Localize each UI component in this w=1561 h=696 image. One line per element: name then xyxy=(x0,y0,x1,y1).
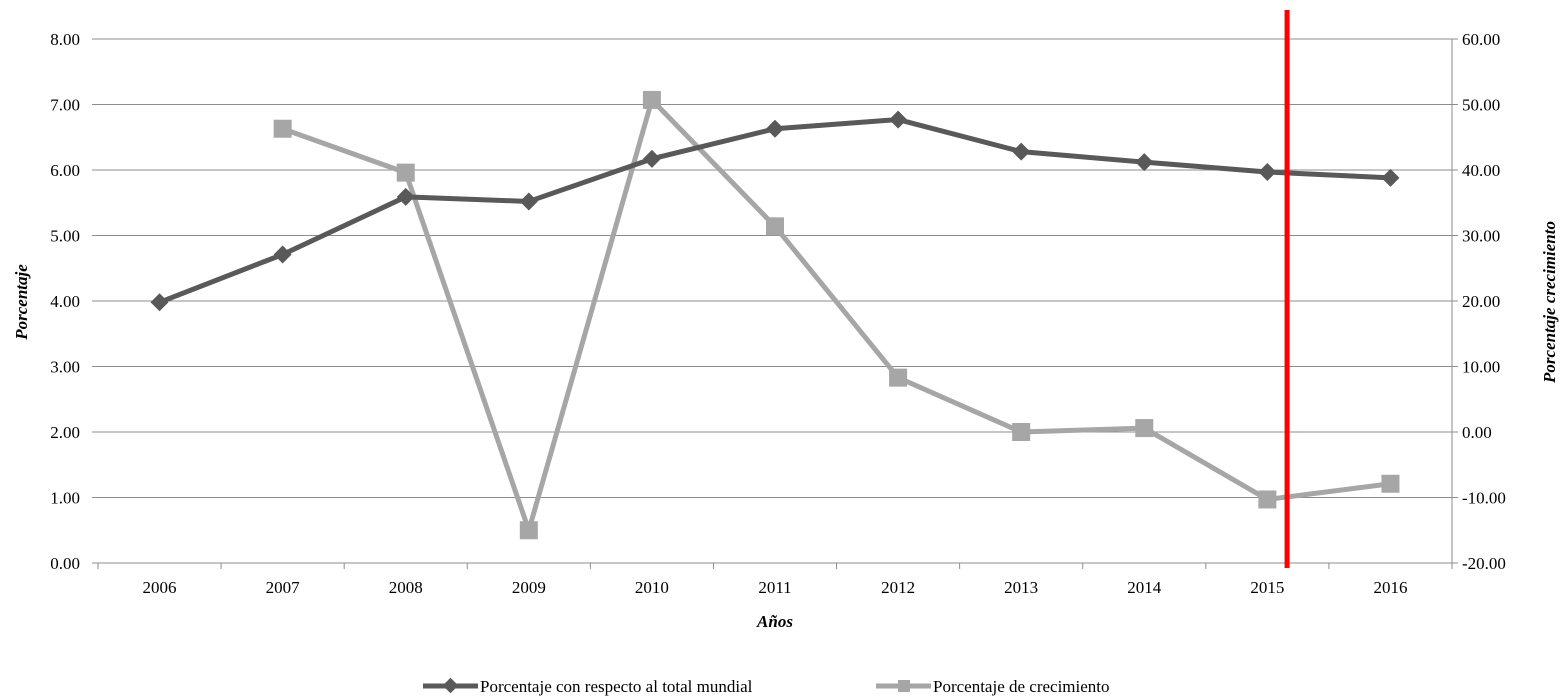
legend-square-icon xyxy=(898,680,910,692)
point-growth xyxy=(1381,474,1400,493)
x-tick-label: 2010 xyxy=(635,578,669,597)
legend: Porcentaje con respecto al total mundial… xyxy=(423,677,1110,696)
x-tick-label: 2006 xyxy=(143,578,177,597)
y-tick-label: 3.00 xyxy=(50,358,80,377)
y-tick-label: 0.00 xyxy=(50,554,80,573)
legend-label-1: Porcentaje con respecto al total mundial xyxy=(480,677,753,696)
x-tick-label: 2007 xyxy=(266,578,301,597)
point-growth xyxy=(519,521,538,540)
y2-tick-label: -10.00 xyxy=(1462,489,1506,508)
x-axis-ticks: 2006 2007 2008 2009 2010 2011 2012 2013 2014 2015… xyxy=(143,578,1408,597)
y2-tick-label: 0.00 xyxy=(1462,423,1492,442)
gridlines xyxy=(92,38,1458,564)
legend-diamond-icon xyxy=(442,677,459,694)
x-tick-label: 2016 xyxy=(1373,578,1407,597)
point-growth xyxy=(396,163,415,182)
point-share xyxy=(642,149,661,168)
x-tick-label: 2009 xyxy=(512,578,546,597)
series-line-share xyxy=(158,117,1391,305)
right-axis-ticks: -20.00 -10.00 0.00 10.00 20.00 30.00 40.00 50.0… xyxy=(1462,30,1506,573)
point-share xyxy=(150,293,169,312)
y2-tick-label: 50.00 xyxy=(1462,96,1500,115)
x-tick-label: 2011 xyxy=(758,578,791,597)
y2-tick-label: 20.00 xyxy=(1462,292,1500,311)
series-group xyxy=(150,90,1400,540)
y2-tick-label: 30.00 xyxy=(1462,227,1500,246)
y-tick-label: 5.00 xyxy=(50,227,80,246)
y-tick-label: 8.00 xyxy=(50,30,80,49)
point-share xyxy=(1135,153,1154,172)
legend-item-1: Porcentaje con respecto al total mundial xyxy=(423,677,753,696)
legend-item-2: Porcentaje de crecimiento xyxy=(876,677,1110,696)
y-tick-label: 1.00 xyxy=(50,489,80,508)
point-share xyxy=(1012,142,1031,161)
point-share xyxy=(766,119,784,138)
point-share xyxy=(889,110,908,129)
y2-tick-label: 40.00 xyxy=(1462,161,1500,180)
left-axis-ticks: 0.00 1.00 2.00 3.00 4.00 5.00 6.00 7.00 8.00 xyxy=(50,30,80,573)
point-growth xyxy=(889,368,908,387)
x-axis-title: Años xyxy=(756,612,793,631)
point-share xyxy=(1381,168,1400,187)
y-tick-label: 6.00 xyxy=(50,161,80,180)
point-share xyxy=(519,192,538,211)
axes xyxy=(97,39,1453,569)
point-growth xyxy=(1135,419,1154,438)
x-tick-label: 2015 xyxy=(1250,578,1284,597)
point-share xyxy=(1258,162,1277,181)
point-growth xyxy=(1012,423,1031,441)
point-growth xyxy=(642,90,661,109)
y-axis-title: Porcentaje xyxy=(12,264,31,341)
y-tick-label: 2.00 xyxy=(50,423,80,442)
x-tick-label: 2014 xyxy=(1127,578,1162,597)
x-tick-label: 2013 xyxy=(1004,578,1038,597)
y2-tick-label: 10.00 xyxy=(1462,358,1500,377)
point-growth xyxy=(1258,490,1277,509)
series-line-growth xyxy=(281,97,1391,533)
point-share xyxy=(396,187,415,206)
y2-tick-label: 60.00 xyxy=(1462,30,1500,49)
x-tick-label: 2008 xyxy=(389,578,423,597)
x-tick-label: 2012 xyxy=(881,578,915,597)
y2-tick-label: -20.00 xyxy=(1462,554,1506,573)
legend-label-2: Porcentaje de crecimiento xyxy=(933,677,1110,696)
y-tick-label: 7.00 xyxy=(50,96,80,115)
y-tick-label: 4.00 xyxy=(50,292,80,311)
point-growth xyxy=(766,217,784,236)
y2-axis-title: Porcentaje crecimiento xyxy=(1540,221,1559,384)
point-share xyxy=(273,245,292,264)
point-growth xyxy=(273,119,292,138)
